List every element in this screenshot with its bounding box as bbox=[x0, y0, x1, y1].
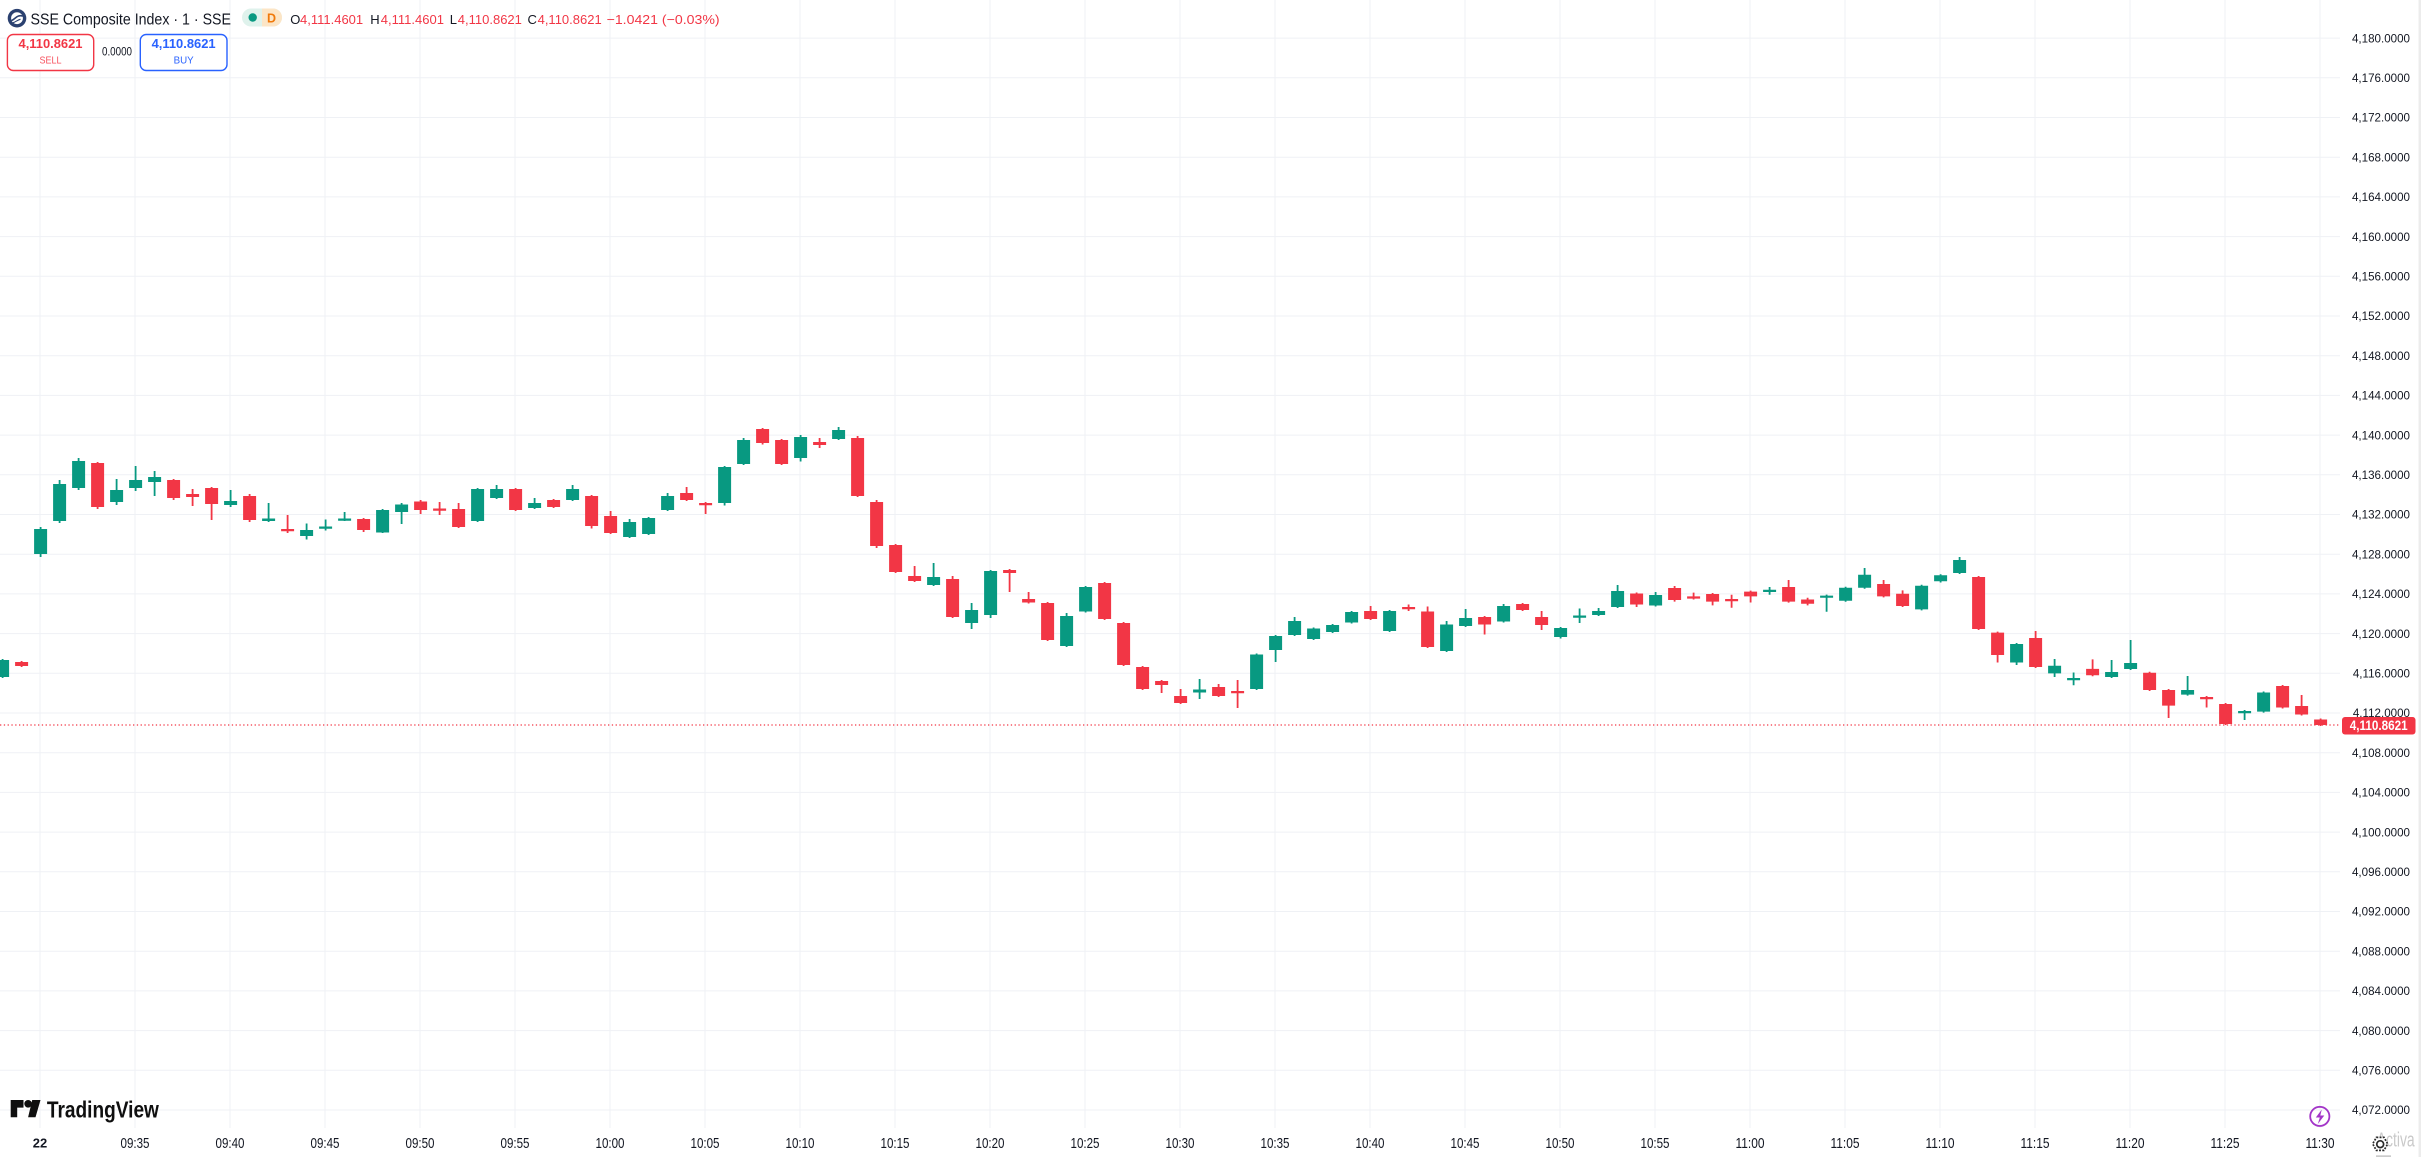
svg-text:4,116.0000: 4,116.0000 bbox=[2353, 668, 2410, 681]
svg-text:4,111.4601: 4,111.4601 bbox=[300, 12, 363, 27]
svg-text:4,080.0000: 4,080.0000 bbox=[2352, 1025, 2410, 1038]
svg-text:09:50: 09:50 bbox=[406, 1135, 435, 1152]
svg-text:4,112.0000: 4,112.0000 bbox=[2353, 707, 2410, 720]
svg-text:10:25: 10:25 bbox=[1071, 1135, 1100, 1152]
svg-text:4,096.0000: 4,096.0000 bbox=[2352, 866, 2410, 879]
svg-text:09:55: 09:55 bbox=[501, 1135, 530, 1152]
svg-text:10:30: 10:30 bbox=[1166, 1135, 1195, 1152]
svg-text:11:20: 11:20 bbox=[2116, 1135, 2145, 1152]
svg-text:0.0000: 0.0000 bbox=[102, 45, 132, 59]
svg-text:4,164.0000: 4,164.0000 bbox=[2352, 191, 2410, 204]
svg-text:4,136.0000: 4,136.0000 bbox=[2352, 469, 2410, 482]
svg-text:10:40: 10:40 bbox=[1356, 1135, 1385, 1152]
svg-text:L: L bbox=[450, 12, 457, 27]
svg-text:10:10: 10:10 bbox=[786, 1135, 815, 1152]
svg-text:10:45: 10:45 bbox=[1451, 1135, 1480, 1152]
svg-text:4,108.0000: 4,108.0000 bbox=[2352, 747, 2410, 760]
svg-text:10:50: 10:50 bbox=[1546, 1135, 1575, 1152]
svg-text:4,104.0000: 4,104.0000 bbox=[2352, 787, 2410, 800]
svg-text:10:20: 10:20 bbox=[976, 1135, 1005, 1152]
svg-text:−1.0421 (−0.03%): −1.0421 (−0.03%) bbox=[607, 12, 720, 27]
svg-text:4,144.0000: 4,144.0000 bbox=[2352, 390, 2410, 403]
svg-text:TradingView: TradingView bbox=[47, 1096, 160, 1122]
svg-text:4,111.4601: 4,111.4601 bbox=[381, 12, 444, 27]
svg-text:4,148.0000: 4,148.0000 bbox=[2352, 350, 2410, 363]
svg-text:11:05: 11:05 bbox=[1831, 1135, 1860, 1152]
svg-text:4,152.0000: 4,152.0000 bbox=[2352, 310, 2410, 323]
svg-text:D: D bbox=[267, 11, 276, 25]
svg-text:4,156.0000: 4,156.0000 bbox=[2352, 271, 2410, 284]
svg-text:O: O bbox=[290, 12, 300, 27]
svg-text:09:40: 09:40 bbox=[216, 1135, 245, 1152]
svg-text:4,110.8621: 4,110.8621 bbox=[19, 36, 83, 51]
svg-text:4,072.0000: 4,072.0000 bbox=[2352, 1104, 2410, 1117]
svg-text:11:15: 11:15 bbox=[2021, 1135, 2050, 1152]
svg-text:22: 22 bbox=[33, 1135, 47, 1150]
svg-text:09:45: 09:45 bbox=[311, 1135, 340, 1152]
svg-text:11:30: 11:30 bbox=[2306, 1135, 2335, 1152]
svg-text:09:35: 09:35 bbox=[121, 1135, 150, 1152]
svg-text:4,172.0000: 4,172.0000 bbox=[2352, 112, 2410, 125]
svg-text:11:00: 11:00 bbox=[1736, 1135, 1765, 1152]
svg-text:10:00: 10:00 bbox=[596, 1135, 625, 1152]
svg-text:10:05: 10:05 bbox=[691, 1135, 720, 1152]
svg-text:C: C bbox=[528, 12, 537, 27]
svg-text:4,160.0000: 4,160.0000 bbox=[2352, 231, 2410, 244]
svg-text:11:25: 11:25 bbox=[2211, 1135, 2240, 1152]
svg-text:11:10: 11:10 bbox=[1926, 1135, 1955, 1152]
svg-text:H: H bbox=[370, 12, 379, 27]
svg-text:4,110.8621: 4,110.8621 bbox=[458, 12, 522, 27]
svg-text:4,100.0000: 4,100.0000 bbox=[2352, 826, 2410, 839]
svg-text:4,128.0000: 4,128.0000 bbox=[2352, 548, 2410, 561]
svg-text:4,180.0000: 4,180.0000 bbox=[2352, 32, 2410, 45]
svg-text:4,110.8621: 4,110.8621 bbox=[2350, 718, 2408, 733]
svg-text:4,176.0000: 4,176.0000 bbox=[2352, 72, 2410, 85]
svg-text:4,120.0000: 4,120.0000 bbox=[2352, 628, 2410, 641]
svg-text:SELL: SELL bbox=[40, 55, 62, 67]
svg-text:BUY: BUY bbox=[174, 55, 194, 67]
svg-text:4,088.0000: 4,088.0000 bbox=[2352, 945, 2410, 958]
svg-text:4,076.0000: 4,076.0000 bbox=[2352, 1065, 2410, 1078]
svg-text:SSE Composite Index · 1 · SSE: SSE Composite Index · 1 · SSE bbox=[31, 11, 232, 28]
svg-text:10:55: 10:55 bbox=[1641, 1135, 1670, 1152]
svg-text:4,110.8621: 4,110.8621 bbox=[538, 12, 602, 27]
svg-text:10:35: 10:35 bbox=[1261, 1135, 1290, 1152]
svg-text:4,084.0000: 4,084.0000 bbox=[2352, 985, 2410, 998]
svg-text:4,132.0000: 4,132.0000 bbox=[2352, 509, 2410, 522]
svg-text:4,092.0000: 4,092.0000 bbox=[2352, 906, 2410, 919]
svg-text:10:15: 10:15 bbox=[881, 1135, 910, 1152]
svg-text:4,110.8621: 4,110.8621 bbox=[152, 36, 216, 51]
svg-text:4,124.0000: 4,124.0000 bbox=[2352, 588, 2410, 601]
svg-text:4,140.0000: 4,140.0000 bbox=[2352, 429, 2410, 442]
svg-text:4,168.0000: 4,168.0000 bbox=[2352, 151, 2410, 164]
